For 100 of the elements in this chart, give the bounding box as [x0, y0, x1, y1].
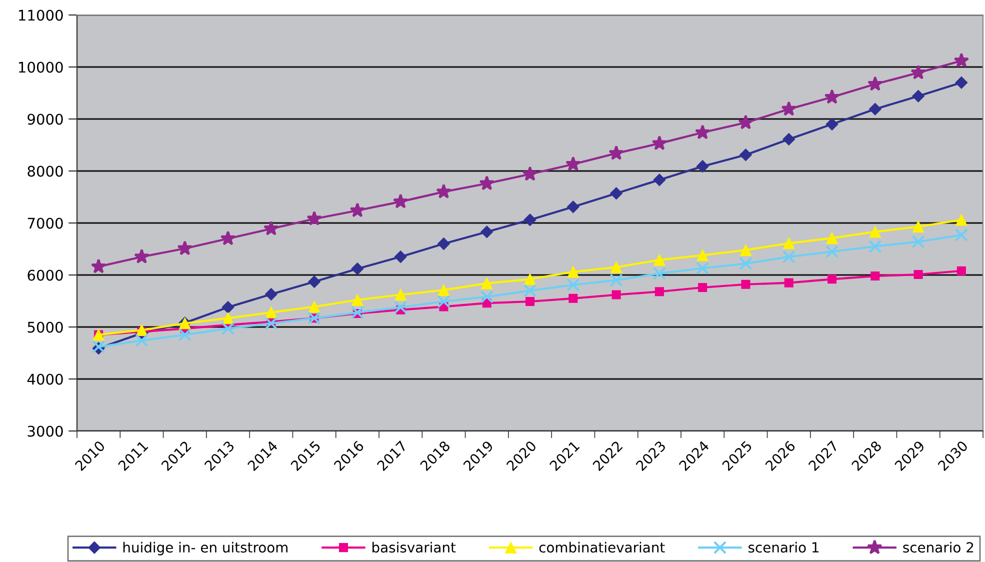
legend-label: basisvariant — [372, 542, 456, 553]
point — [438, 284, 450, 296]
y-tick-label: 5000 — [28, 322, 63, 333]
point — [177, 240, 193, 256]
y-tick-label: 6000 — [28, 270, 63, 281]
point — [524, 214, 536, 226]
point — [350, 306, 364, 320]
point — [740, 244, 752, 256]
point — [956, 266, 966, 276]
point — [694, 124, 710, 140]
point — [610, 187, 623, 200]
point — [868, 240, 882, 253]
y-tick-label: 7000 — [28, 218, 63, 229]
point — [566, 200, 580, 214]
point — [392, 194, 408, 208]
point — [524, 273, 536, 286]
y-tick-label: 3000 — [28, 426, 63, 437]
point — [479, 175, 495, 190]
legend-label: huidige in- en uitstroom — [123, 542, 288, 556]
point — [222, 312, 234, 324]
point — [350, 202, 366, 218]
point — [135, 334, 148, 348]
point — [782, 133, 796, 146]
point — [308, 300, 320, 313]
point — [912, 220, 924, 233]
point — [480, 277, 493, 290]
point — [826, 118, 838, 130]
point — [263, 220, 279, 236]
point — [221, 322, 235, 336]
point — [566, 278, 580, 292]
point — [698, 282, 708, 292]
legend-label: scenario 1 — [748, 542, 819, 553]
point — [394, 250, 407, 264]
point — [437, 238, 450, 250]
point — [825, 245, 839, 258]
point — [480, 290, 494, 304]
point — [954, 228, 968, 242]
point — [696, 262, 710, 275]
point — [134, 248, 150, 264]
point — [522, 166, 538, 181]
point — [955, 76, 968, 89]
point — [653, 174, 666, 186]
y-tick-label: 8000 — [28, 166, 63, 177]
point — [608, 145, 624, 160]
point — [437, 294, 450, 308]
point — [568, 294, 578, 303]
point — [306, 210, 322, 226]
point — [394, 288, 406, 301]
point — [523, 284, 537, 298]
y-tick-label: 11000 — [19, 10, 63, 21]
point — [654, 254, 666, 266]
point — [565, 156, 581, 171]
point — [914, 270, 923, 279]
point — [781, 101, 797, 116]
point — [612, 290, 621, 300]
point — [739, 256, 752, 270]
point — [824, 89, 840, 104]
point — [610, 274, 623, 287]
y-tick-label: 9000 — [28, 114, 63, 125]
point — [480, 226, 494, 238]
point — [652, 135, 668, 150]
point — [696, 249, 708, 262]
legend-label: combinatievariant — [539, 542, 665, 553]
point — [696, 160, 709, 173]
legend-label: scenario 2 — [903, 542, 974, 553]
point — [567, 266, 580, 278]
point — [308, 276, 321, 288]
point — [652, 266, 666, 280]
point — [741, 280, 750, 289]
point — [222, 301, 234, 314]
point — [956, 214, 968, 226]
point — [654, 287, 664, 296]
point — [826, 232, 838, 244]
point — [868, 102, 882, 116]
y-tick-label: 4000 — [27, 374, 63, 385]
point — [610, 261, 622, 274]
point — [90, 258, 106, 274]
point — [954, 52, 970, 68]
point — [264, 288, 278, 300]
point — [352, 294, 364, 306]
point — [739, 148, 752, 162]
point — [264, 316, 278, 330]
point — [738, 114, 754, 130]
point — [178, 328, 192, 342]
point — [867, 76, 883, 91]
point — [782, 237, 795, 250]
point — [782, 250, 796, 264]
point — [784, 278, 794, 288]
point — [351, 262, 364, 275]
point — [870, 272, 880, 281]
point — [394, 300, 408, 314]
point — [827, 274, 837, 284]
point — [220, 230, 236, 246]
point — [912, 235, 925, 248]
point — [525, 297, 535, 306]
point — [436, 184, 452, 198]
point — [869, 226, 882, 238]
point — [910, 64, 926, 80]
point — [265, 306, 278, 318]
y-tick-label: 10000 — [19, 62, 63, 73]
